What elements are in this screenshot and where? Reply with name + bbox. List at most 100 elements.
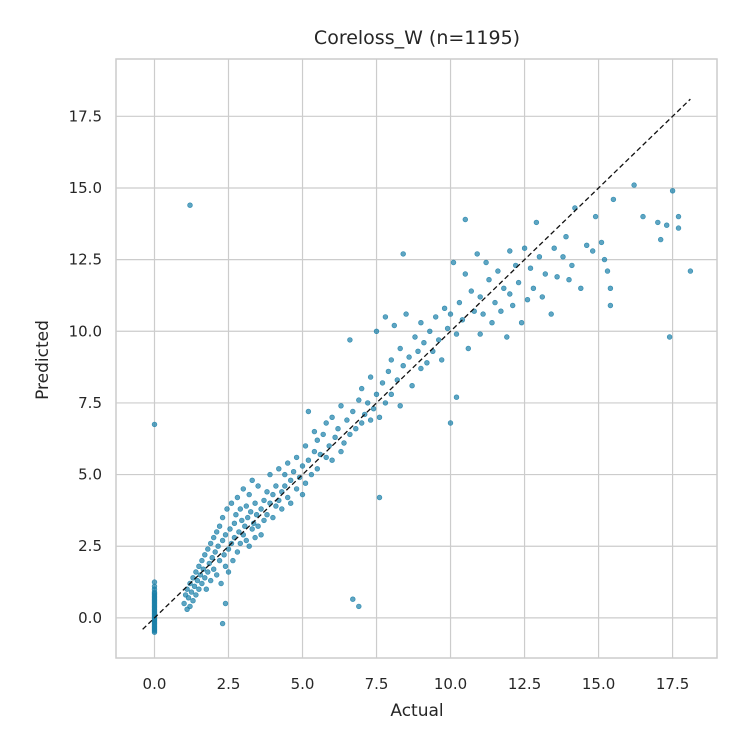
data-point — [293, 454, 300, 461]
data-point — [598, 239, 605, 246]
data-point — [356, 397, 362, 403]
data-point — [554, 274, 560, 280]
data-point — [188, 589, 195, 595]
data-point — [228, 500, 235, 506]
data-point — [533, 219, 540, 226]
data-point — [267, 471, 273, 478]
plot-frame — [115, 58, 718, 659]
data-point — [382, 314, 389, 320]
data-point — [492, 299, 498, 306]
x-axis-label: Actual — [390, 701, 443, 721]
data-point — [397, 345, 403, 352]
data-point — [311, 448, 318, 455]
data-point — [444, 325, 451, 332]
data-point — [388, 391, 394, 397]
data-point — [607, 285, 614, 291]
y-tick-label: 10.0 — [69, 322, 102, 340]
data-point — [261, 517, 267, 524]
data-point — [400, 251, 406, 257]
data-point — [202, 575, 208, 581]
data-point — [221, 552, 227, 558]
data-point — [196, 563, 202, 569]
data-point — [255, 523, 261, 529]
data-point — [211, 534, 217, 541]
data-point — [406, 354, 412, 360]
data-point — [350, 596, 356, 602]
data-point — [236, 529, 242, 535]
data-point — [209, 554, 215, 561]
data-point — [359, 385, 365, 392]
data-point — [379, 380, 386, 386]
data-point — [282, 483, 288, 489]
data-point — [436, 337, 442, 343]
data-point — [288, 500, 294, 506]
data-point — [239, 517, 245, 524]
data-point — [409, 383, 415, 389]
data-point — [421, 340, 427, 346]
data-point — [453, 394, 460, 400]
data-point — [527, 265, 534, 271]
data-point — [474, 251, 480, 257]
data-point — [270, 514, 276, 521]
data-point — [203, 586, 210, 592]
data-point — [347, 431, 353, 438]
data-point — [350, 408, 356, 415]
data-point — [338, 448, 344, 455]
data-point — [151, 579, 158, 585]
data-point — [279, 506, 285, 512]
data-point — [589, 248, 596, 254]
y-tick-label: 15.0 — [69, 179, 102, 197]
data-point — [675, 213, 682, 220]
data-point — [462, 216, 468, 223]
data-point — [187, 202, 193, 208]
data-point — [187, 603, 193, 610]
data-point — [323, 454, 329, 461]
data-point — [424, 360, 430, 366]
data-point — [468, 288, 474, 294]
data-point — [197, 572, 204, 578]
data-point — [273, 503, 279, 509]
data-point — [507, 291, 513, 297]
data-point — [631, 182, 637, 188]
y-axis-label: Predicted — [33, 320, 53, 400]
data-point — [185, 595, 192, 601]
data-point — [314, 466, 320, 472]
data-point — [214, 529, 220, 535]
data-point — [205, 546, 211, 552]
x-axis-ticks: 0.0 2.5 5.0 7.5 10.0 12.5 15.0 17.5 — [143, 675, 690, 693]
data-point — [218, 580, 224, 587]
data-point — [200, 566, 207, 572]
data-point — [521, 245, 528, 251]
data-point — [299, 491, 306, 498]
data-point — [367, 417, 374, 423]
data-point — [391, 322, 397, 329]
data-point — [382, 400, 389, 406]
data-point — [515, 279, 522, 286]
data-point — [356, 603, 362, 610]
data-point — [216, 557, 223, 564]
data-point — [353, 426, 359, 432]
data-point — [227, 526, 233, 532]
data-point — [400, 363, 406, 369]
data-point — [225, 546, 232, 552]
data-point — [305, 408, 312, 415]
data-point — [456, 299, 463, 306]
x-tick-label: 2.5 — [217, 675, 241, 693]
data-point — [249, 526, 255, 532]
data-point — [335, 426, 341, 432]
data-point — [211, 566, 217, 572]
data-point — [216, 523, 223, 529]
data-point — [397, 403, 403, 409]
data-point — [242, 523, 248, 529]
data-point — [222, 600, 229, 607]
data-point — [258, 506, 264, 512]
data-point — [560, 254, 566, 260]
data-point — [462, 271, 468, 277]
data-point — [302, 480, 309, 486]
data-point — [208, 577, 214, 584]
data-point — [388, 357, 394, 363]
data-point — [285, 494, 291, 501]
data-point — [253, 511, 260, 518]
data-point — [376, 494, 383, 501]
data-point — [551, 245, 557, 251]
